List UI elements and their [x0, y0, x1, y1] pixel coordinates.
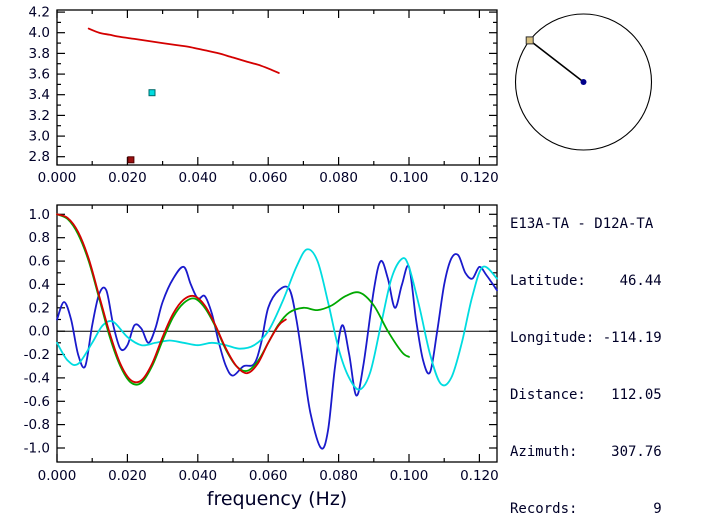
y-tick-label: 3.0 — [29, 129, 50, 145]
y-tick-label: -1.0 — [24, 441, 50, 457]
velocity-pick-cyan[interactable] — [148, 89, 156, 97]
distance-line: Distance: 112.05 — [510, 387, 662, 403]
y-tick-label: 3.8 — [29, 46, 50, 62]
dispersion-frame — [56, 9, 498, 166]
x-tick-label: 0.080 — [319, 170, 358, 186]
azimuth-line-text: Azimuth: 307.76 — [510, 444, 662, 460]
x-tick-label: 0.020 — [108, 468, 147, 484]
station-info-panel: E13A-TA - D12A-TA Latitude: 46.44 Longit… — [510, 177, 662, 519]
great-circle — [514, 13, 653, 151]
y-tick-label: 0.2 — [29, 300, 50, 316]
y-tick-label: -0.8 — [24, 417, 50, 433]
center-station-marker — [580, 79, 587, 85]
y-tick-label: 0.0 — [29, 324, 50, 340]
velocity-pick-darkred[interactable] — [127, 156, 135, 164]
y-tick-label: 3.2 — [29, 108, 50, 124]
longitude-line: Longitude: -114.19 — [510, 330, 662, 346]
x-tick-label: 0.100 — [390, 468, 429, 484]
x-tick-label: 0.060 — [249, 170, 288, 186]
x-tick-label: 0.060 — [249, 468, 288, 484]
y-tick-label: 2.8 — [29, 149, 50, 165]
trace-predicted-dispersion-curve — [87, 27, 280, 74]
station-pair-title: E13A-TA - D12A-TA — [510, 216, 654, 232]
y-tick-label: 0.8 — [29, 230, 50, 246]
x-tick-label: 0.100 — [390, 170, 429, 186]
x-tick-label: 0.120 — [460, 468, 499, 484]
y-tick-label: 1.0 — [29, 207, 50, 223]
correlation-chart: 0.000 0.020 0.040 0.060 0.080 0.100 0.120 -1.0 -… — [24, 204, 499, 510]
dispersion-ticks — [56, 10, 497, 165]
azimuth-pointer-line — [529, 39, 584, 83]
x-tick-label: 0.080 — [319, 468, 358, 484]
trace-observed-correlation-blue — [56, 253, 498, 450]
trace-smoothed-correlation-green — [56, 213, 410, 386]
azimuth-compass — [514, 13, 653, 151]
y-tick-label: 4.0 — [29, 25, 50, 41]
y-tick-label: 0.6 — [29, 254, 50, 270]
y-tick-label: 0.4 — [29, 277, 50, 293]
x-tick-label: 0.120 — [460, 170, 499, 186]
y-tick-label: -0.4 — [24, 370, 50, 386]
y-tick-label: 4.2 — [29, 5, 50, 21]
y-tick-label: -0.6 — [24, 394, 50, 410]
x-tick-label: 0.000 — [38, 170, 77, 186]
trace-observed-correlation-cyan — [56, 248, 498, 391]
x-tick-label: 0.040 — [178, 170, 217, 186]
x-tick-label: 0.000 — [38, 468, 77, 484]
remote-station-marker — [525, 36, 534, 45]
y-tick-label: 3.4 — [29, 87, 50, 103]
y-tick-label: 3.6 — [29, 67, 50, 83]
x-tick-label: 0.040 — [178, 468, 217, 484]
x-tick-label: 0.020 — [108, 170, 147, 186]
latitude-line: Latitude: 46.44 — [510, 273, 662, 289]
y-tick-label: -0.2 — [24, 347, 50, 363]
dispersion-chart: 0.000 0.020 0.040 0.060 0.080 0.100 0.120 2.8 3.… — [29, 5, 499, 186]
records-line: Records: 9 — [510, 501, 662, 517]
x-axis-title: frequency (Hz) — [207, 488, 347, 510]
trace-predicted-correlation-red — [56, 213, 287, 384]
correlation-frame — [56, 204, 498, 463]
